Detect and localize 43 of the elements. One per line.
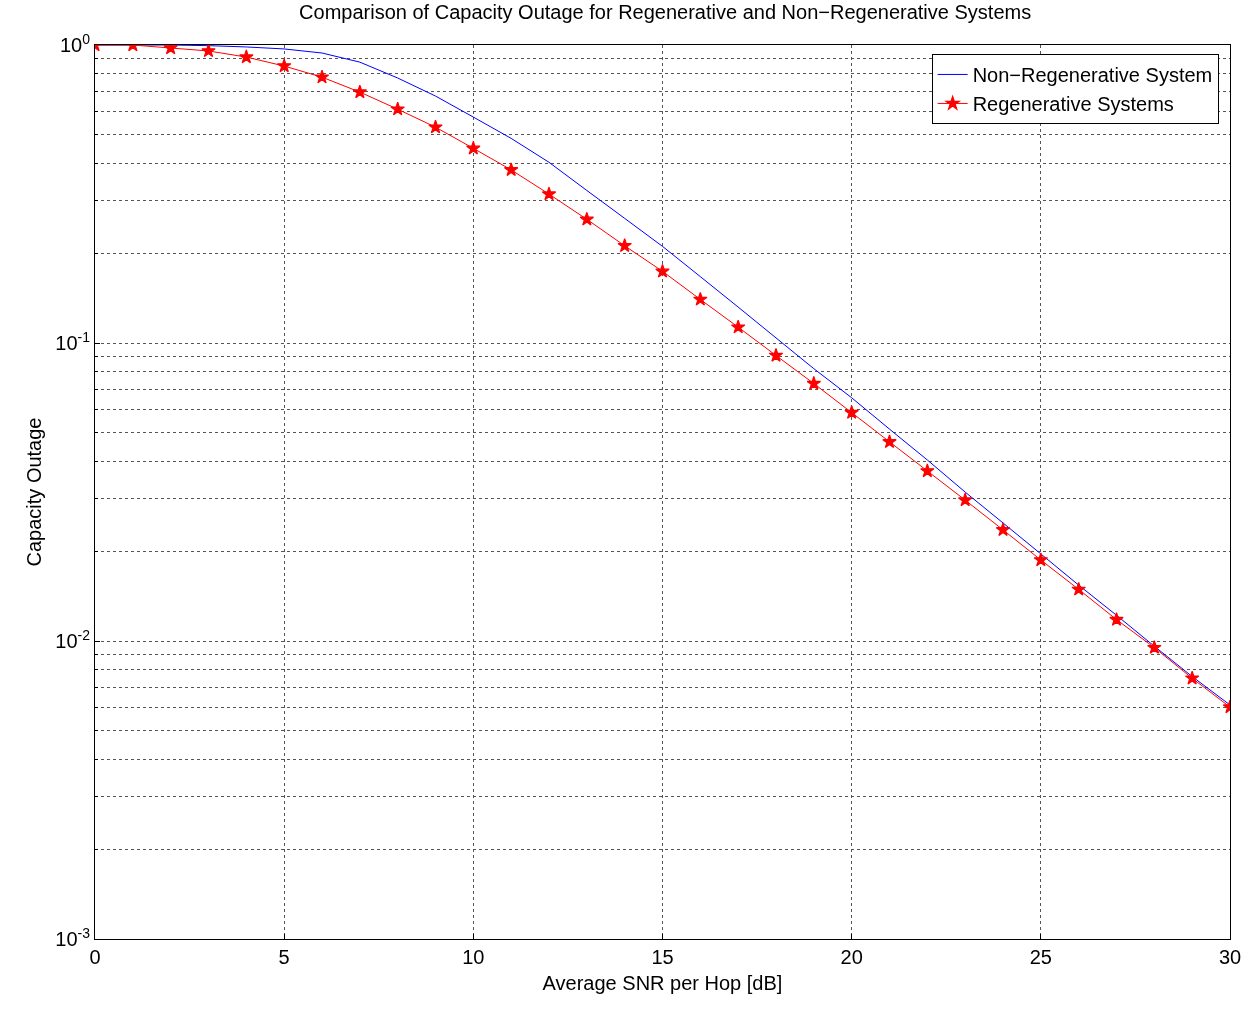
y-tick-label: 10$^{-1}$ bbox=[55, 328, 91, 354]
point bbox=[882, 434, 897, 449]
point bbox=[957, 492, 973, 507]
point bbox=[201, 45, 216, 58]
x-tick-label: 10 bbox=[462, 946, 485, 968]
x-tick-label: 30 bbox=[1218, 946, 1242, 968]
point bbox=[390, 101, 405, 116]
point bbox=[920, 463, 935, 478]
point bbox=[1071, 581, 1086, 596]
y-axis-title: Capacity Outage bbox=[22, 417, 45, 567]
x-axis-title: Average SNR per Hop [dB] bbox=[542, 971, 783, 994]
point bbox=[352, 84, 368, 99]
point bbox=[428, 119, 443, 134]
x-tick-label: 20 bbox=[840, 946, 863, 968]
point bbox=[693, 291, 708, 306]
point bbox=[995, 522, 1011, 537]
point bbox=[466, 140, 481, 155]
point bbox=[314, 69, 330, 84]
point bbox=[276, 58, 292, 73]
point bbox=[1109, 611, 1124, 626]
point bbox=[617, 238, 632, 253]
point bbox=[503, 162, 519, 177]
point bbox=[579, 211, 595, 226]
x-tick-label: 5 bbox=[278, 946, 290, 968]
x-tick-label: 0 bbox=[89, 946, 101, 968]
point bbox=[806, 375, 822, 390]
legend-label: Non−Regenerative System bbox=[972, 64, 1213, 87]
point bbox=[655, 263, 670, 278]
point bbox=[730, 319, 746, 334]
y-tick-label: 10$^{-2}$ bbox=[55, 626, 91, 652]
point bbox=[768, 347, 784, 362]
chart-title: Comparison of Capacity Outage for Regenerative and Non−Regenerative Systems bbox=[299, 1, 1032, 24]
y-tick-label: 10$^{0}$ bbox=[59, 30, 91, 56]
y-tick-label: 10$^{-3}$ bbox=[55, 924, 91, 950]
point bbox=[1033, 552, 1049, 567]
point bbox=[239, 49, 254, 64]
x-tick-label: 15 bbox=[651, 946, 674, 968]
point bbox=[541, 186, 557, 201]
x-tick-label: 25 bbox=[1029, 946, 1052, 968]
point bbox=[844, 405, 859, 419]
point bbox=[1184, 670, 1200, 685]
point bbox=[1147, 640, 1162, 654]
legend-label: Regenerative Systems bbox=[972, 93, 1174, 116]
